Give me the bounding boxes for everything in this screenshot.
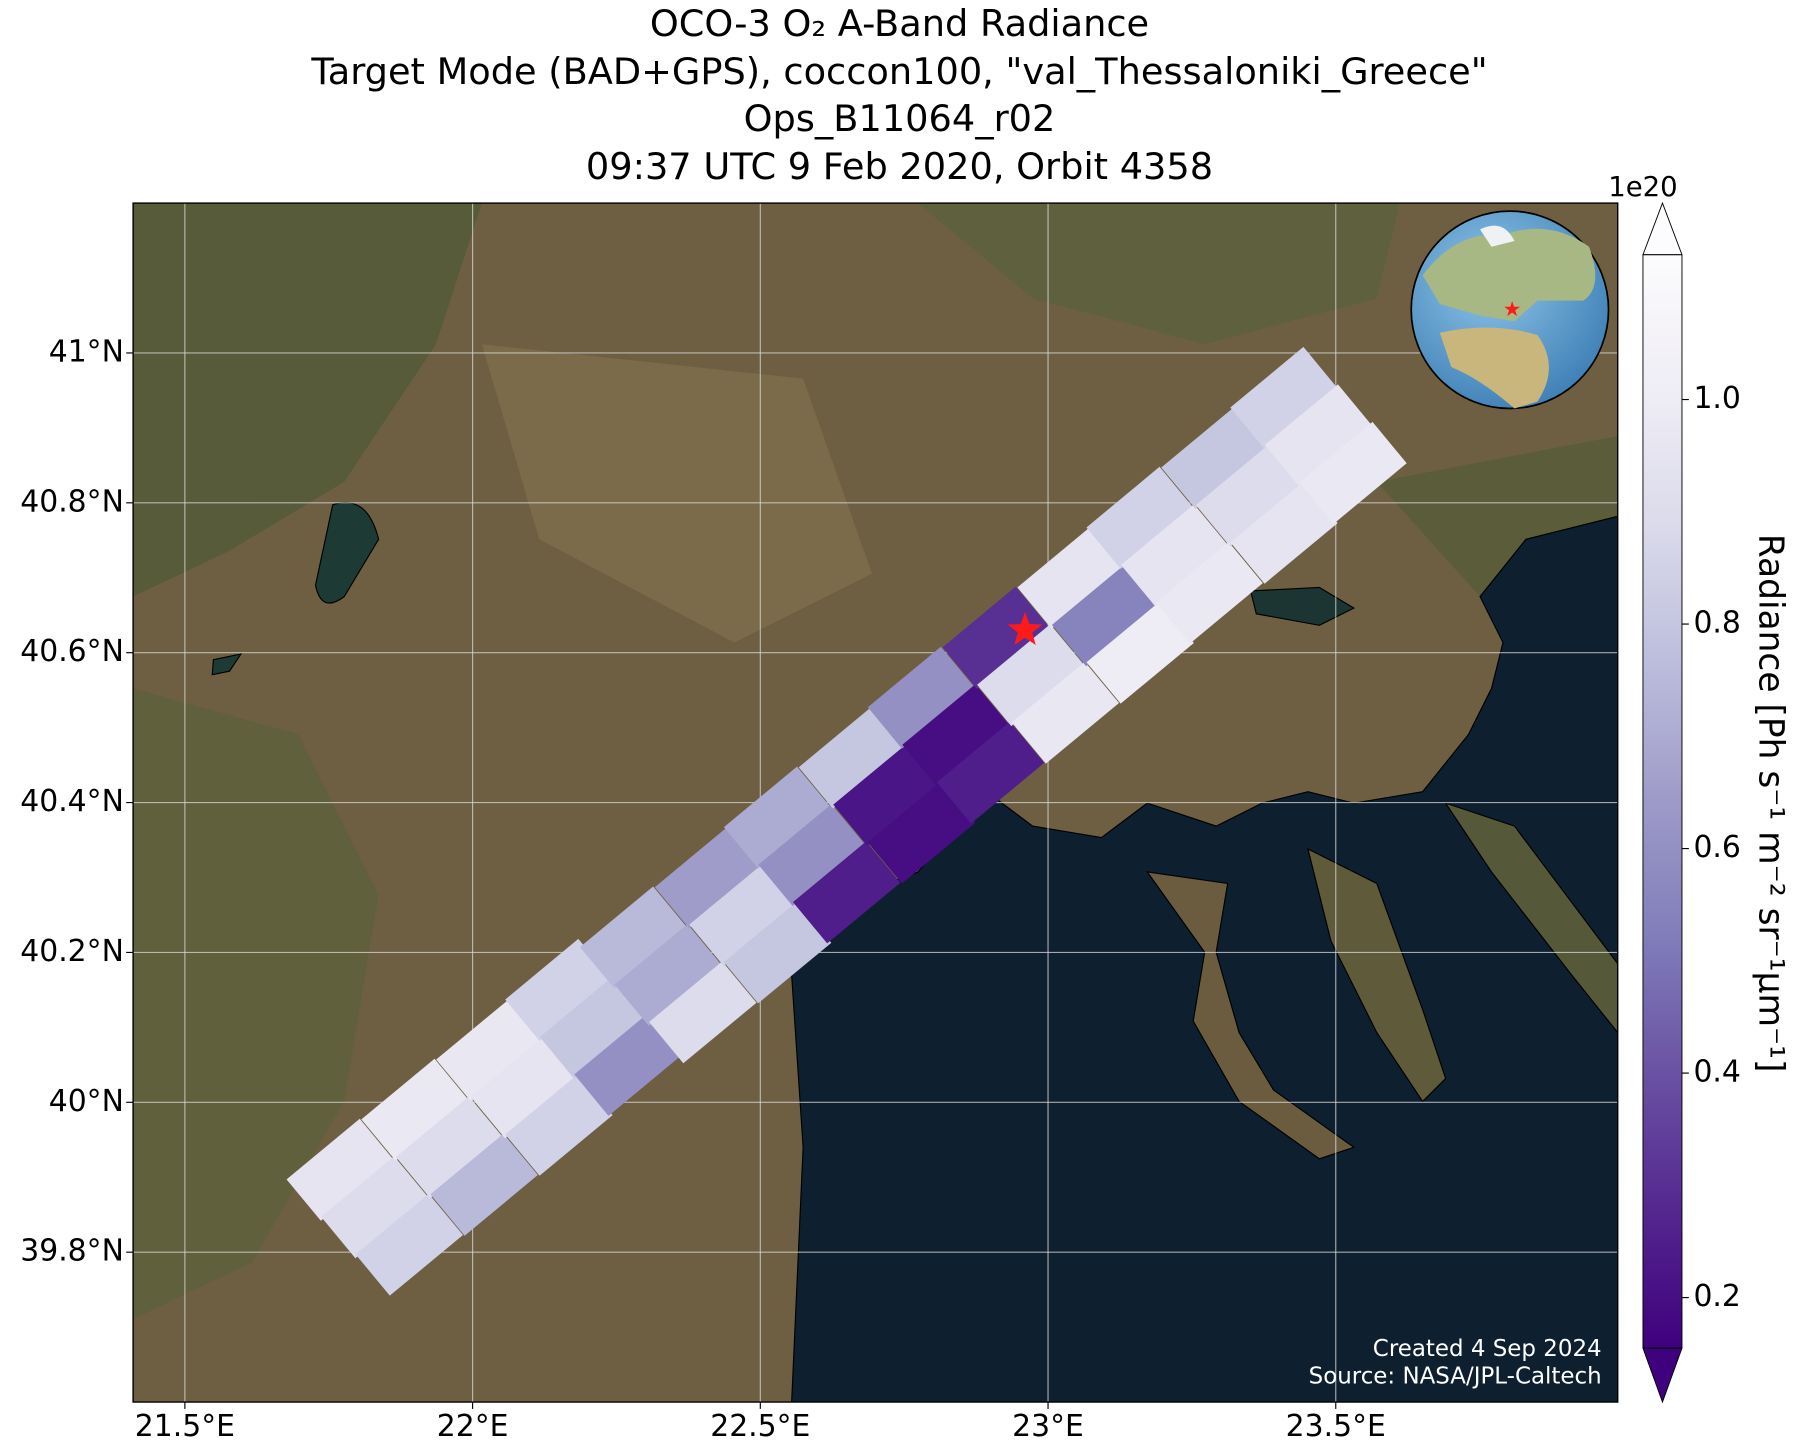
sounding bbox=[1155, 541, 1263, 644]
sounding bbox=[430, 1133, 538, 1236]
target-layer bbox=[1007, 611, 1043, 646]
lake bbox=[211, 653, 243, 676]
sounding bbox=[355, 1193, 464, 1296]
x-tick-label: 21.5°E bbox=[135, 1409, 235, 1444]
y-tick-label: 40.6°N bbox=[20, 634, 124, 669]
colorbar-tick-label: 0.4 bbox=[1693, 1055, 1740, 1090]
forest bbox=[133, 688, 379, 1320]
title-line: Ops_B11064_r02 bbox=[744, 97, 1056, 140]
colorbar-extend-max bbox=[1642, 201, 1683, 256]
colorbar-exponent: 1e20 bbox=[1608, 171, 1677, 203]
sounding bbox=[1299, 421, 1407, 524]
colorbar-tick-label: 0.8 bbox=[1693, 606, 1740, 641]
sounding bbox=[792, 841, 901, 944]
y-tick-label: 39.8°N bbox=[20, 1234, 124, 1269]
x-tick-label: 23°E bbox=[1012, 1409, 1084, 1444]
sounding bbox=[505, 1073, 613, 1176]
y-tick-label: 40°N bbox=[49, 1084, 124, 1119]
y-tick-label: 40.2°N bbox=[20, 934, 124, 969]
peninsula bbox=[1444, 802, 1618, 1034]
colorbar-frame bbox=[1642, 254, 1683, 1349]
sounding bbox=[1011, 661, 1120, 764]
globe-land bbox=[1422, 228, 1596, 322]
plain bbox=[481, 344, 872, 643]
colorbar-extend-min bbox=[1642, 1347, 1683, 1404]
forest bbox=[133, 203, 482, 597]
sounding bbox=[1086, 601, 1194, 704]
target-star bbox=[1007, 611, 1043, 646]
x-tick-label: 22.5°E bbox=[710, 1409, 810, 1444]
peninsula bbox=[1146, 871, 1356, 1160]
colorbar-label: Radiance [Ph s⁻¹ m⁻² sr⁻¹μm⁻¹] bbox=[1751, 534, 1791, 1073]
x-tick-label: 23.5°E bbox=[1286, 1409, 1386, 1444]
globe-ice bbox=[1480, 225, 1515, 247]
y-tick-label: 40.4°N bbox=[20, 784, 124, 819]
globe-land bbox=[1439, 327, 1549, 409]
y-tick-label: 41°N bbox=[49, 334, 124, 369]
inset-target: ★ bbox=[1503, 297, 1522, 321]
peninsula bbox=[1307, 847, 1447, 1103]
sounding bbox=[723, 901, 832, 1004]
colorbar-body bbox=[1642, 254, 1682, 1349]
title-line: OCO-3 O₂ A-Band Radiance bbox=[650, 2, 1149, 45]
sounding bbox=[867, 781, 976, 884]
lake bbox=[1249, 586, 1356, 626]
title-line: Target Mode (BAD+GPS), coccon100, "val_T… bbox=[310, 50, 1487, 93]
sounding bbox=[1230, 481, 1338, 584]
colorbar-tick-label: 0.2 bbox=[1693, 1279, 1740, 1314]
title-line: 09:37 UTC 9 Feb 2020, Orbit 4358 bbox=[586, 145, 1213, 188]
credit: Source: NASA/JPL-Caltech bbox=[1309, 1363, 1602, 1389]
swath bbox=[286, 346, 1407, 1296]
colorbar-tick-label: 1.0 bbox=[1693, 381, 1740, 416]
colorbar: 0.2 0.4 0.6 0.8 1.0 bbox=[1642, 201, 1741, 1404]
colorbar-tick-label: 0.6 bbox=[1693, 830, 1740, 865]
inset-globe bbox=[1410, 210, 1610, 410]
x-tick-label: 22°E bbox=[437, 1409, 509, 1444]
credit: Created 4 Sep 2024 bbox=[1373, 1336, 1602, 1362]
basemap: ★ bbox=[133, 203, 1618, 1403]
sounding bbox=[649, 961, 757, 1064]
forest bbox=[917, 203, 1400, 345]
y-tick-label: 40.8°N bbox=[20, 484, 124, 519]
sounding bbox=[936, 721, 1045, 824]
